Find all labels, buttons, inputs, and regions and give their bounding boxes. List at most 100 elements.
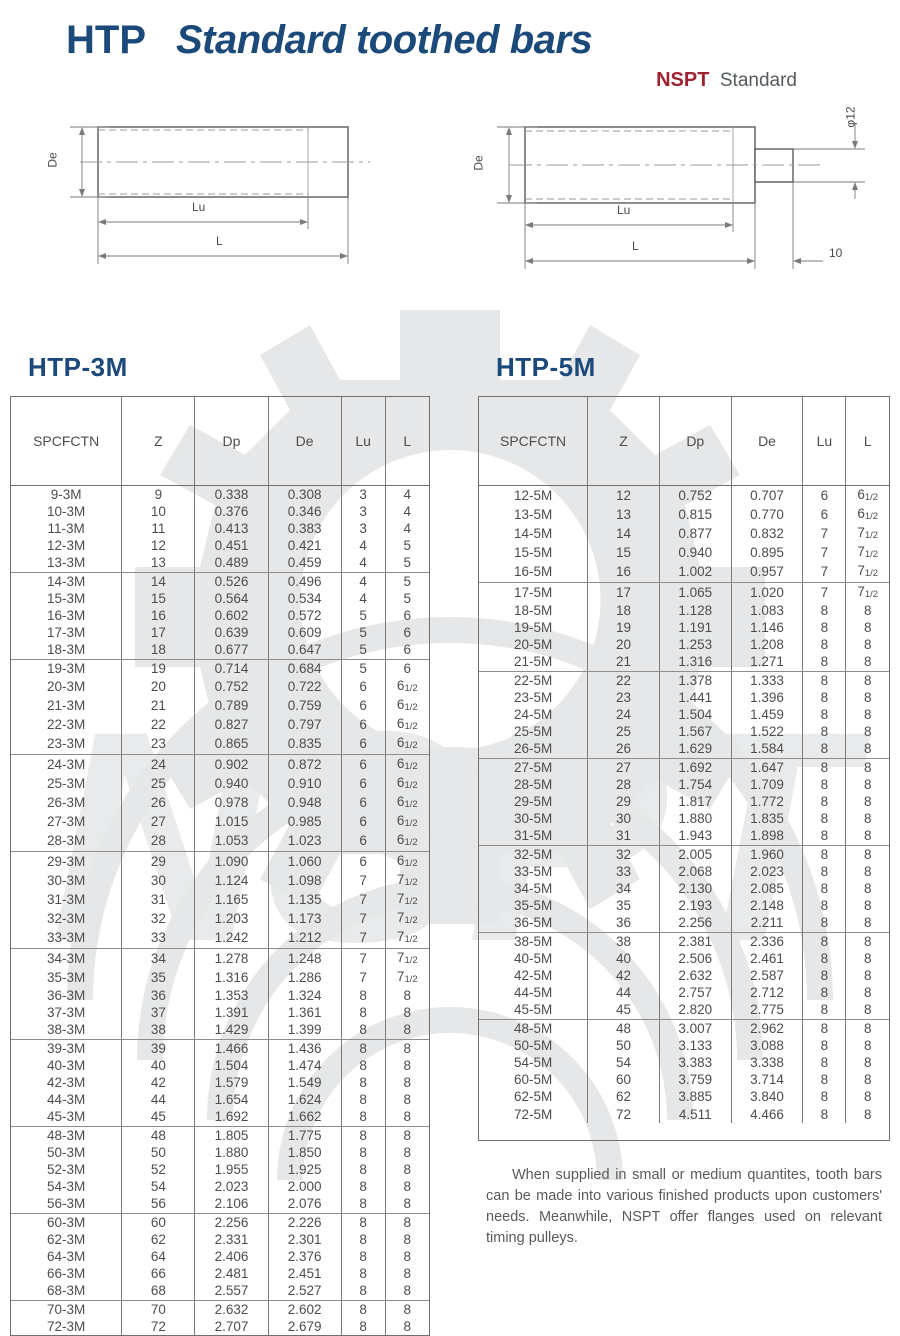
cell-de: 0.722 xyxy=(267,676,342,696)
cell-de: 0.797 xyxy=(267,715,342,735)
cell-lu: 6 xyxy=(802,485,847,505)
cell-l: 8 xyxy=(384,1143,429,1162)
cell-lu: 7 xyxy=(802,523,847,544)
section-title-htp-5m: HTP-5M xyxy=(496,352,596,382)
cell-dp: 2.632 xyxy=(194,1300,269,1318)
table-row: 66-3M 66 2.481 2.451 8 8 xyxy=(11,1265,429,1283)
label-de-right: De xyxy=(471,155,486,171)
cell-dp: 2.256 xyxy=(658,914,732,933)
cell-lu: 6 xyxy=(802,504,847,524)
cell-de: 1.960 xyxy=(730,845,804,863)
cell-l: 8 xyxy=(384,1178,429,1196)
cell-spcfctn: 21-5M xyxy=(479,653,589,672)
column-header-l: L xyxy=(384,397,429,486)
table-row: 17-5M 17 1.065 1.020 7 71/2 xyxy=(479,582,889,602)
cell-dp: 0.752 xyxy=(658,485,732,505)
cell-spcfctn: 22-5M xyxy=(479,671,589,689)
cell-de: 2.376 xyxy=(267,1248,342,1266)
cell-z: 12 xyxy=(121,537,196,555)
cell-de: 1.361 xyxy=(267,1004,342,1022)
cell-spcfctn: 42-3M xyxy=(11,1074,123,1092)
fraction-part: 1/2 xyxy=(404,818,418,830)
cell-l: 8 xyxy=(845,1054,889,1072)
cell-lu: 7 xyxy=(340,967,386,987)
cell-spcfctn: 35-3M xyxy=(11,967,123,987)
cell-l: 5 xyxy=(384,554,429,573)
table-row: 19-3M 19 0.714 0.684 5 6 xyxy=(11,659,429,677)
drawing-plain-bar: De Lu L xyxy=(40,104,420,299)
table-row: 21-5M 21 1.316 1.271 8 8 xyxy=(479,653,889,672)
table-row: 50-3M 50 1.880 1.850 8 8 xyxy=(11,1143,429,1162)
cell-lu: 6 xyxy=(340,812,386,832)
cell-lu: 8 xyxy=(802,671,847,689)
cell-spcfctn: 36-3M xyxy=(11,986,123,1005)
cell-z: 30 xyxy=(587,810,660,828)
cell-lu: 5 xyxy=(340,659,386,677)
cell-spcfctn: 15-5M xyxy=(479,543,589,563)
cell-spcfctn: 16-3M xyxy=(11,606,123,625)
cell-spcfctn: 39-3M xyxy=(11,1039,123,1057)
cell-lu: 8 xyxy=(802,932,847,950)
cell-l: 4 xyxy=(384,485,429,503)
label-l-right: L xyxy=(632,239,639,253)
cell-dp: 1.391 xyxy=(194,1004,269,1022)
tail-pad-cell xyxy=(479,1123,889,1140)
cell-l: 61/2 xyxy=(384,695,429,716)
cell-dp: 1.165 xyxy=(194,889,269,910)
table-row: 25-3M 25 0.940 0.910 6 61/2 xyxy=(11,773,429,793)
cell-spcfctn: 12-5M xyxy=(479,485,589,505)
cell-dp: 2.256 xyxy=(194,1213,269,1231)
table-row: 14-5M 14 0.877 0.832 7 71/2 xyxy=(479,523,889,544)
cell-dp: 0.940 xyxy=(194,773,269,793)
cell-lu: 7 xyxy=(340,909,386,929)
cell-lu: 8 xyxy=(340,1317,386,1336)
cell-z: 21 xyxy=(587,653,660,672)
table-row: 40-5M 40 2.506 2.461 8 8 xyxy=(479,949,889,967)
column-header-spcfctn: SPCFCTN xyxy=(479,397,589,486)
cell-spcfctn: 60-3M xyxy=(11,1213,123,1231)
table-row: 64-3M 64 2.406 2.376 8 8 xyxy=(11,1248,429,1266)
cell-spcfctn: 25-3M xyxy=(11,773,123,793)
cell-lu: 8 xyxy=(802,897,847,915)
label-ext-10: 10 xyxy=(829,246,843,260)
cell-lu: 7 xyxy=(802,562,847,583)
table-row: 26-5M 26 1.629 1.584 8 8 xyxy=(479,740,889,759)
cell-de: 2.148 xyxy=(730,897,804,915)
cell-de: 3.714 xyxy=(730,1071,804,1089)
cell-z: 45 xyxy=(587,1001,660,1020)
cell-lu: 6 xyxy=(340,734,386,755)
cell-z: 38 xyxy=(587,932,660,950)
cell-dp: 1.316 xyxy=(658,653,732,672)
label-lu-left: Lu xyxy=(192,200,206,214)
cell-de: 0.770 xyxy=(730,504,804,524)
cell-spcfctn: 60-5M xyxy=(479,1071,589,1089)
cell-de: 2.211 xyxy=(730,914,804,933)
cell-dp: 0.564 xyxy=(194,589,269,607)
cell-z: 68 xyxy=(121,1282,196,1301)
cell-lu: 8 xyxy=(802,740,847,759)
column-header-lu: Lu xyxy=(340,397,386,486)
cell-de: 0.707 xyxy=(730,485,804,505)
table-row: 20-3M 20 0.752 0.722 6 61/2 xyxy=(11,676,429,696)
cell-de: 3.088 xyxy=(730,1036,804,1054)
cell-z: 18 xyxy=(121,641,196,660)
cell-l: 8 xyxy=(845,1105,889,1123)
cell-lu: 8 xyxy=(340,1178,386,1196)
cell-dp: 1.002 xyxy=(658,562,732,583)
cell-dp: 1.943 xyxy=(658,827,732,846)
cell-spcfctn: 18-3M xyxy=(11,641,123,660)
cell-dp: 3.383 xyxy=(658,1054,732,1072)
cell-z: 17 xyxy=(587,582,660,602)
cell-dp: 1.378 xyxy=(658,671,732,689)
cell-de: 0.346 xyxy=(267,502,342,520)
cell-spcfctn: 44-5M xyxy=(479,984,589,1002)
cell-spcfctn: 21-3M xyxy=(11,695,123,716)
cell-de: 1.584 xyxy=(730,740,804,759)
cell-spcfctn: 50-5M xyxy=(479,1036,589,1054)
cell-l: 8 xyxy=(845,914,889,933)
cell-de: 0.496 xyxy=(267,572,342,590)
cell-lu: 8 xyxy=(340,1248,386,1266)
sub-brand-label: NSPT xyxy=(656,69,710,91)
cell-dp: 2.331 xyxy=(194,1230,269,1249)
table-row: 11-3M 11 0.413 0.383 3 4 xyxy=(11,519,429,538)
